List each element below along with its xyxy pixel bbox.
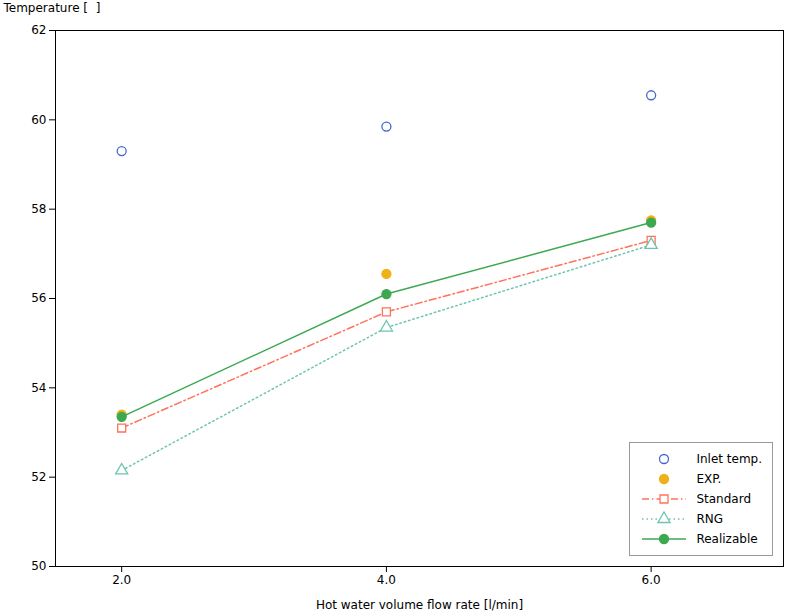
svg-text:56: 56 [31,291,46,305]
html-text:Inlet temp.: Inlet temp. [696,452,762,466]
svg-text:2.0: 2.0 [112,573,131,587]
html-text:Realizable: Realizable [696,532,758,546]
svg-text:4.0: 4.0 [377,573,396,587]
svg-text:Temperature [ ]: Temperature [ ] [3,1,101,15]
html-text:EXP.: EXP. [696,472,722,486]
svg-text:52: 52 [31,470,46,484]
html-text:Standard: Standard [696,492,751,506]
svg-text:62: 62 [31,23,46,37]
html-text:RNG: RNG [696,512,723,526]
svg-text:50: 50 [31,559,46,573]
svg-text:58: 58 [31,202,46,216]
svg-text:Hot water volume flow rate [l/: Hot water volume flow rate [l/min] [316,598,523,611]
svg-text:60: 60 [31,113,46,127]
svg-text:54: 54 [31,381,46,395]
svg-text:6.0: 6.0 [642,573,661,587]
